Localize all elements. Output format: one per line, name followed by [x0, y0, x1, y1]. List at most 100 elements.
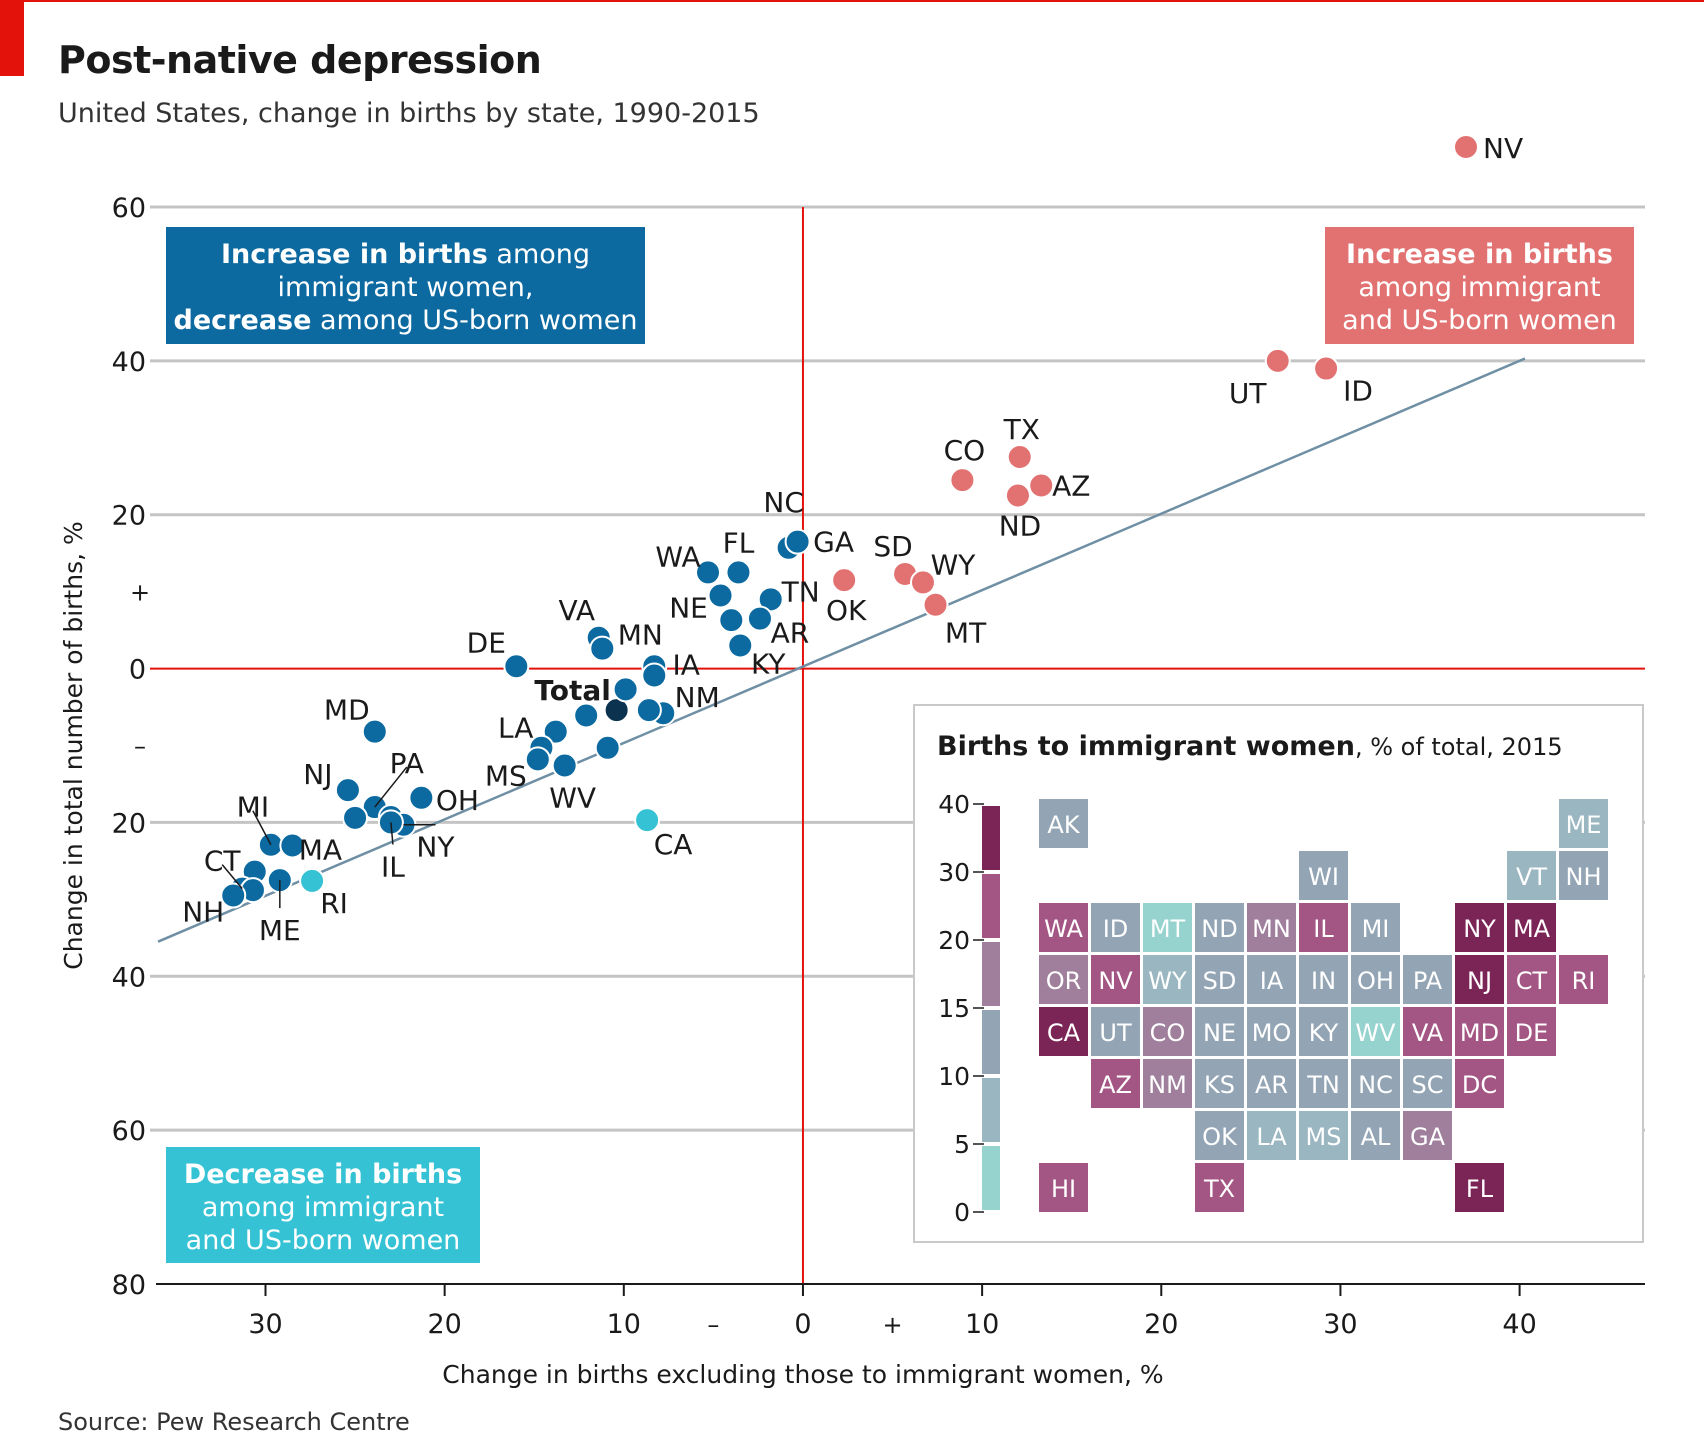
point-mn [589, 635, 616, 662]
state-tile-bg [1507, 1007, 1556, 1056]
color-scale: 40 30 20 15 10 5 0 [938, 790, 1000, 1227]
y-tick-label: 40 [112, 962, 146, 993]
state-tile-label: NH [1566, 863, 1602, 891]
point-label-pa: PA [390, 747, 424, 780]
state-tile-ak: AK [1039, 799, 1088, 848]
data-points [220, 134, 1479, 909]
state-tile-ne: NE [1195, 1007, 1244, 1056]
box-both-decrease-bg [166, 1147, 480, 1263]
color-scale-label: 40 [938, 790, 970, 819]
state-tile-label: KS [1204, 1071, 1235, 1099]
state-tile-wi: WI [1299, 851, 1348, 900]
point-id [1313, 355, 1340, 382]
state-tile-oh: OH [1351, 955, 1400, 1004]
state-tile-label: NV [1098, 967, 1133, 995]
state-tile-label: LA [1256, 1123, 1287, 1151]
state-tile-bg [1039, 1163, 1088, 1212]
box-bold-text: Decrease in births [184, 1159, 462, 1190]
point-label-ar: AR [771, 617, 810, 650]
box-both-increase-line: among immigrant [1358, 272, 1600, 303]
state-tile-bg [1559, 955, 1608, 1004]
point-label-md: MD [324, 694, 370, 727]
x-tick-label: 10 [607, 1309, 641, 1340]
color-scale-label: 10 [938, 1062, 970, 1091]
point-label-ga: GA [813, 526, 854, 559]
point-state [641, 662, 668, 689]
state-tile-bg [1195, 903, 1244, 952]
state-tile-label: OH [1357, 967, 1394, 995]
point-state [612, 676, 639, 703]
trend-line-path [157, 357, 1526, 943]
state-tile-wv: WV [1351, 1007, 1400, 1056]
state-tile-label: FL [1466, 1175, 1494, 1203]
box-immigrant-up-native-down-line: immigrant women, [278, 272, 534, 303]
state-tile-bg [1559, 851, 1608, 900]
state-tile-label: SD [1203, 967, 1237, 995]
color-scale-label: 30 [938, 858, 970, 887]
point-state [594, 734, 621, 761]
point-label-ia: IA [673, 648, 700, 681]
state-tile-pa: PA [1403, 955, 1452, 1004]
point-wa [695, 559, 722, 586]
point-state [573, 702, 600, 729]
box-text: among immigrant [202, 1192, 444, 1223]
point-la [542, 718, 569, 745]
state-tile-ct: CT [1507, 955, 1556, 1004]
point-wv [551, 752, 578, 779]
state-tile-bg [1299, 1007, 1348, 1056]
state-tile-ca: CA [1039, 1007, 1088, 1056]
inset-title-rest: , % of total, 2015 [1355, 733, 1563, 761]
point-nj [334, 777, 361, 804]
state-tile-label: WV [1355, 1019, 1396, 1047]
state-tile-label: VA [1412, 1019, 1444, 1047]
box-text: and US-born women [186, 1225, 461, 1256]
state-tile-bg [1143, 955, 1192, 1004]
x-tick-label: 0 [794, 1309, 811, 1340]
point-md [361, 718, 388, 745]
label-leader [374, 766, 408, 808]
point-label-ri: RI [320, 887, 348, 920]
state-tile-ky: KY [1299, 1007, 1348, 1056]
state-tile-de: DE [1507, 1007, 1556, 1056]
box-both-decrease-line: Decrease in births [184, 1159, 462, 1190]
point-label-nd: ND [999, 509, 1042, 542]
y-tick-label: 20 [112, 808, 146, 839]
y-tick-label: 80 [112, 1270, 146, 1301]
state-tile-label: MS [1306, 1123, 1342, 1151]
point-label-ca: CA [654, 828, 693, 861]
state-tile-bg [1507, 903, 1556, 952]
box-immigrant-up-native-down-line: decrease among US-born women [174, 305, 638, 336]
x-tick-label: 30 [1323, 1309, 1357, 1340]
point-label-me: ME [259, 914, 301, 947]
state-tile-ms: MS [1299, 1111, 1348, 1160]
state-tile-bg [1455, 1163, 1504, 1212]
color-scale-label: 0 [954, 1198, 970, 1227]
point-ne [707, 582, 734, 609]
state-tile-ut: UT [1091, 1007, 1140, 1056]
point-label-az: AZ [1052, 469, 1090, 502]
y-sign-label: + [130, 579, 150, 607]
state-tile-bg [1091, 903, 1140, 952]
state-tile-al: AL [1351, 1111, 1400, 1160]
state-tile-wa: WA [1039, 903, 1088, 952]
box-both-increase-line: and US-born women [1342, 305, 1617, 336]
state-tile-ia: IA [1247, 955, 1296, 1004]
state-tile-label: MA [1513, 915, 1551, 943]
point-label-nj: NJ [303, 758, 332, 791]
state-tile-bg [1247, 903, 1296, 952]
color-scale-label: 5 [954, 1130, 970, 1159]
state-tile-bg [1507, 955, 1556, 1004]
box-bold-text: Increase in births [221, 239, 488, 270]
state-tile-ma: MA [1507, 903, 1556, 952]
state-tile-label: IA [1260, 967, 1284, 995]
point-label-ok: OK [826, 594, 867, 627]
point-label-mt: MT [945, 617, 987, 650]
box-both-increase-bg [1325, 227, 1634, 344]
state-tile-ri: RI [1559, 955, 1608, 1004]
state-tile-label: NM [1148, 1071, 1187, 1099]
state-tile-nm: NM [1143, 1059, 1192, 1108]
state-tile-bg [1559, 799, 1608, 848]
state-tile-bg [1455, 1059, 1504, 1108]
state-tile-me: ME [1559, 799, 1608, 848]
